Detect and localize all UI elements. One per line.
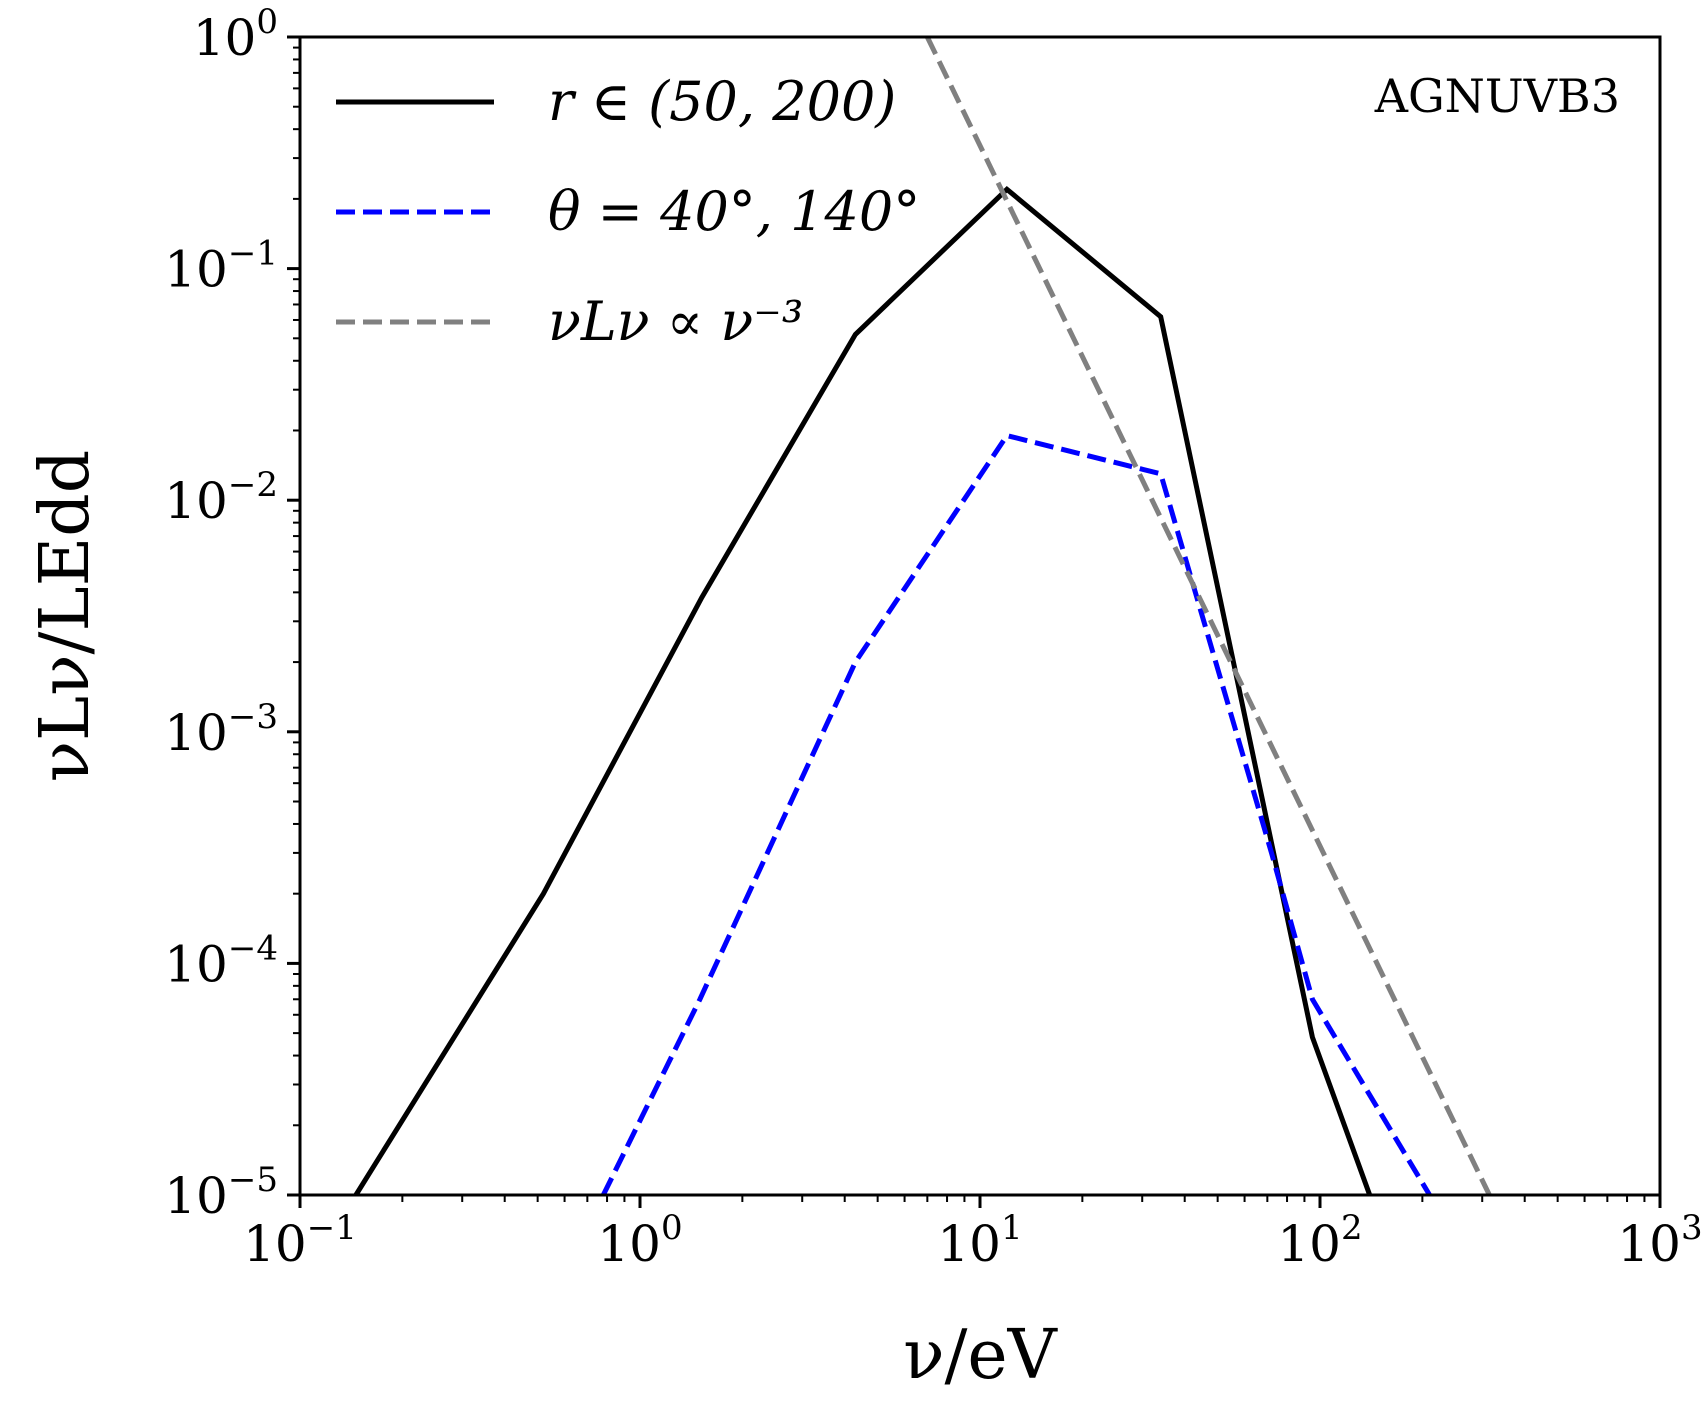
- legend-label-3: νLν ∝ ν⁻³: [548, 290, 803, 353]
- series-line-2: [601, 432, 1432, 1197]
- x-tick-label: 101: [937, 1208, 1022, 1273]
- series-line-3: [925, 35, 1492, 1197]
- y-tick-label: 100: [193, 2, 278, 67]
- x-tick-label: 10−1: [243, 1208, 357, 1273]
- ticks-layer: 10−1 100 101 102 103 10−5 10−4 10−3 10−2 10−1 100: [164, 2, 1702, 1273]
- y-tick-label: 10−4: [164, 928, 278, 993]
- legend-label-2: θ = 40°, 140°: [548, 180, 920, 243]
- y-tick-label: 10−1: [164, 234, 278, 299]
- legend-label-1: r ∈ (50, 200): [548, 70, 896, 133]
- series-line-1: [353, 185, 1373, 1197]
- legend: r ∈ (50, 200) θ = 40°, 140° νLν ∝ ν⁻³: [336, 70, 920, 353]
- x-tick-label: 102: [1277, 1208, 1362, 1273]
- plot-frame: [298, 35, 1662, 1197]
- y-tick-label: 10−2: [164, 465, 278, 530]
- chart-annotation: AGNUVB3: [1374, 69, 1620, 123]
- y-tick-label: 10−3: [164, 697, 278, 762]
- y-tick-label: 10−5: [164, 1160, 278, 1225]
- x-tick-label: 103: [1617, 1208, 1702, 1273]
- x-tick-label: 100: [597, 1208, 682, 1273]
- series-layer: [353, 35, 1492, 1197]
- y-axis-title: νLν/LEdd: [26, 450, 105, 783]
- x-axis-title: ν/eV: [903, 1316, 1058, 1395]
